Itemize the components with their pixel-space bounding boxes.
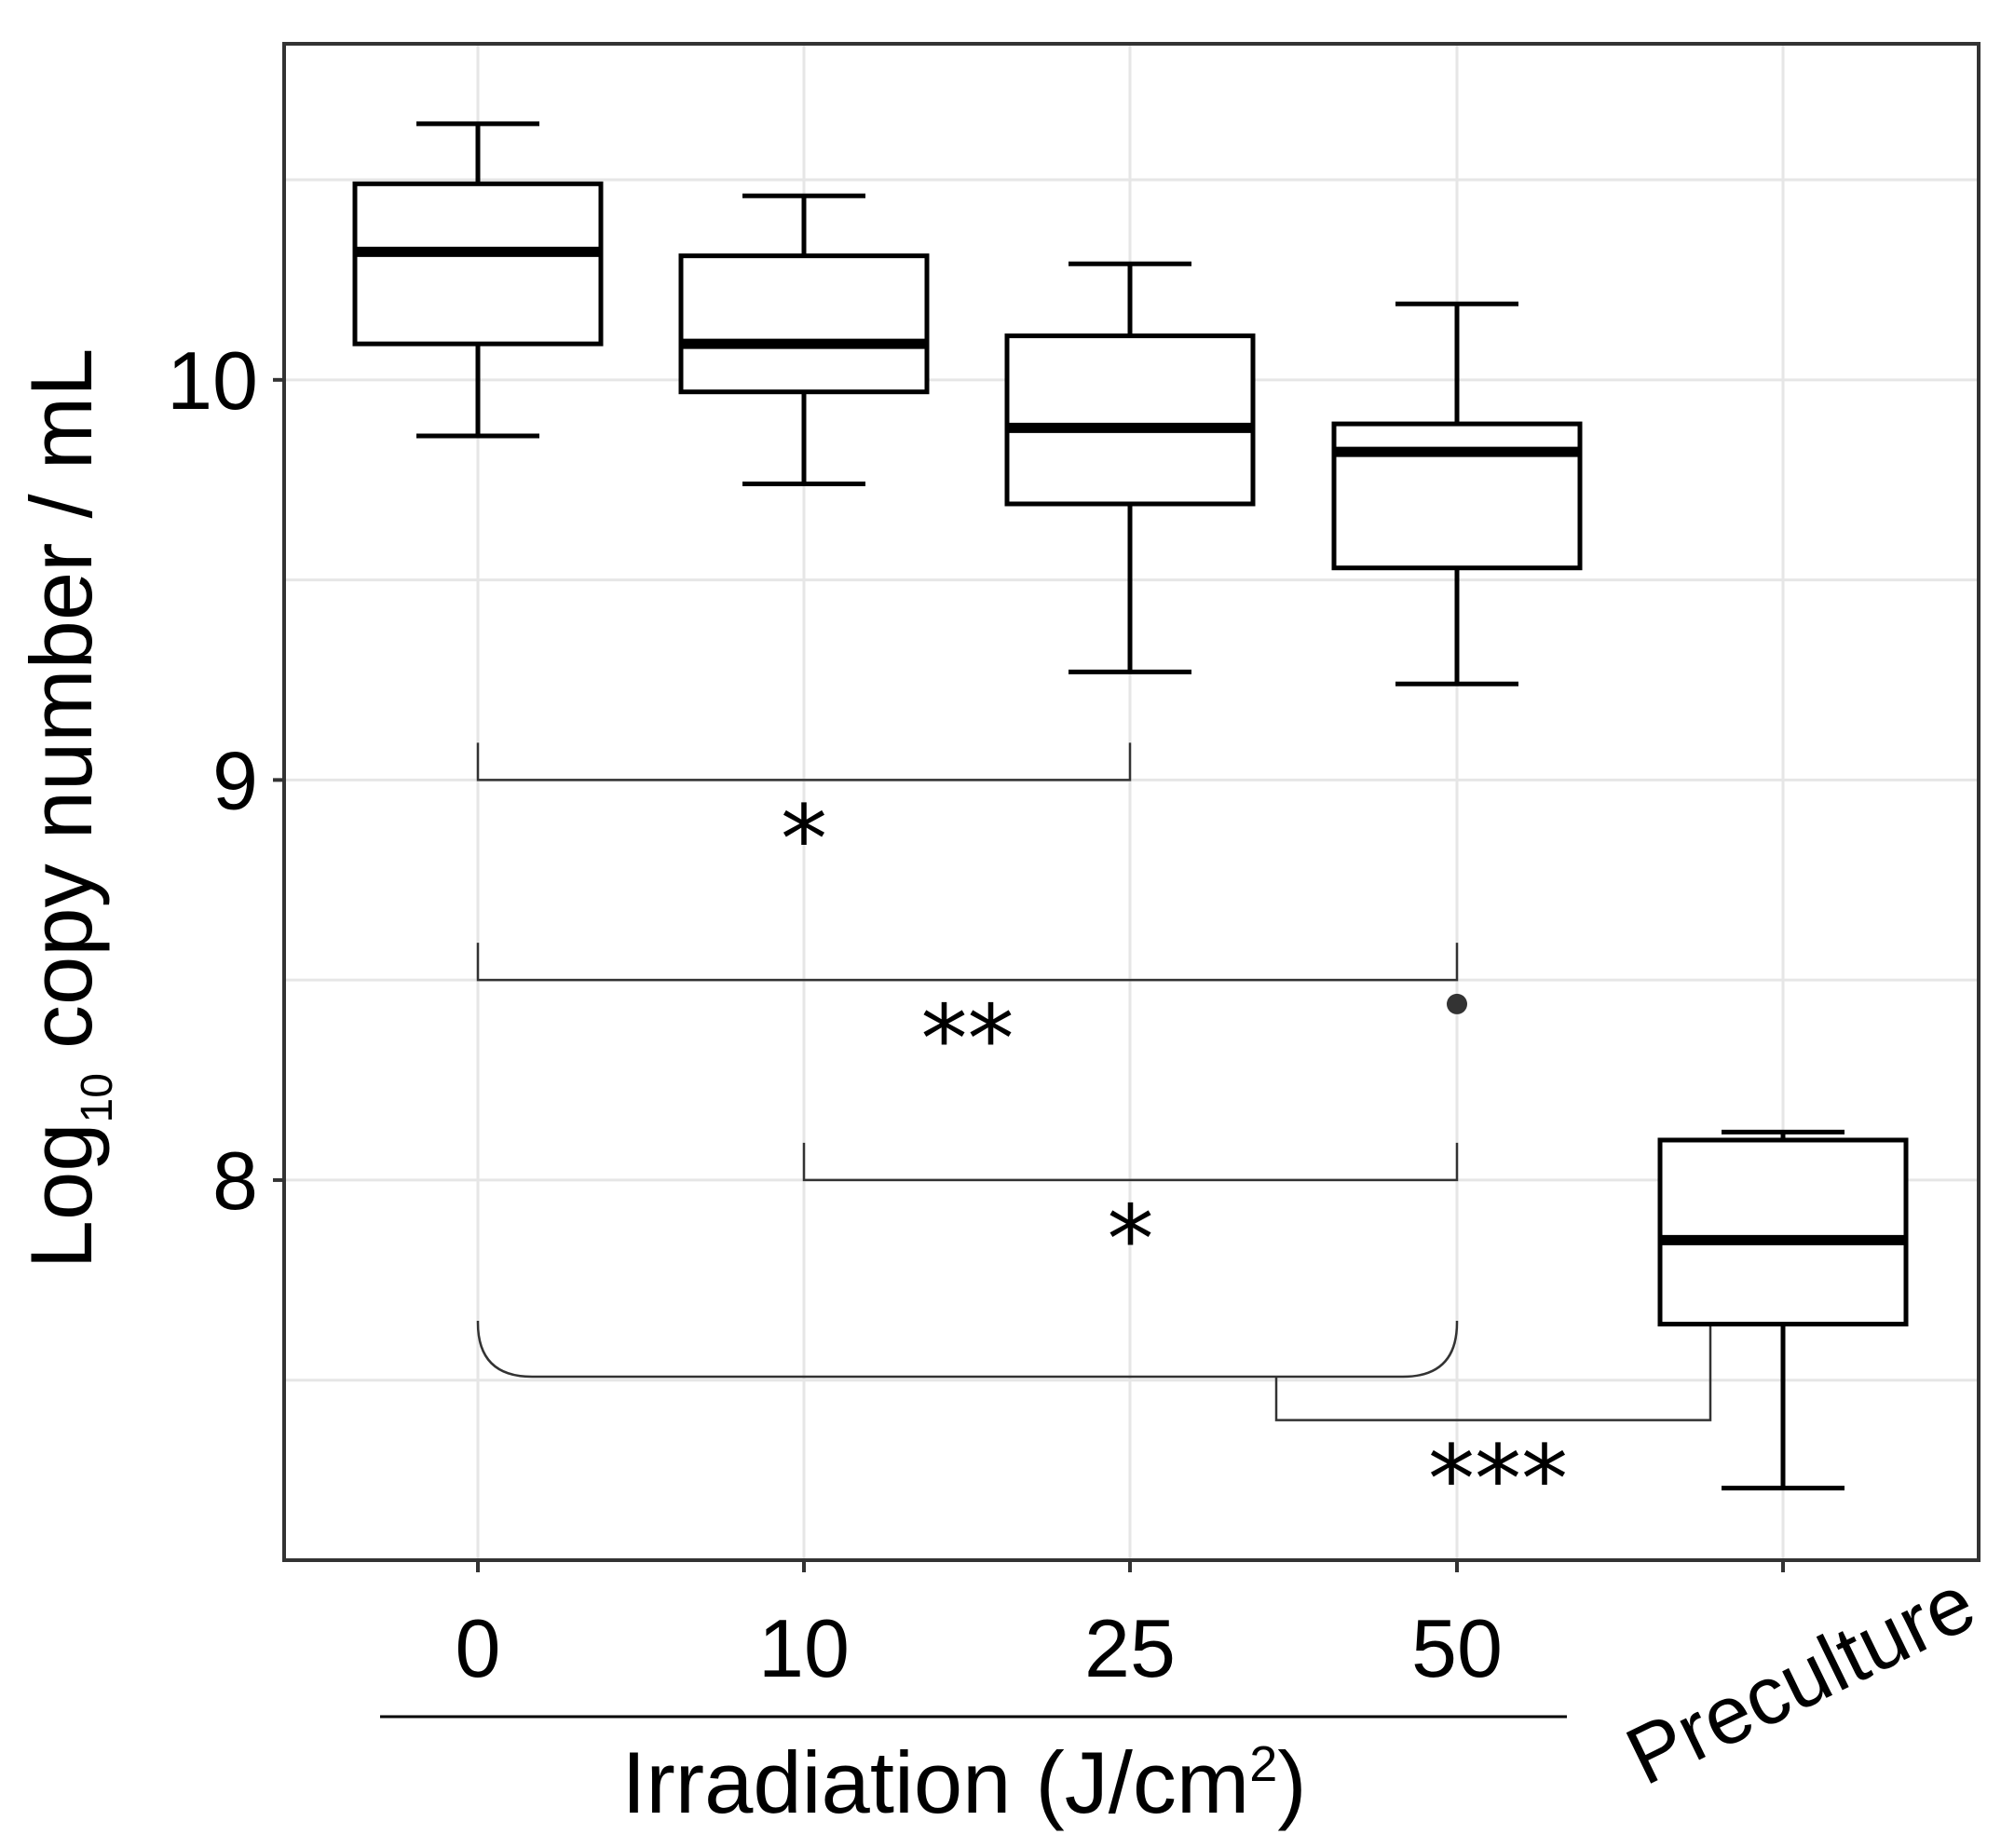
interquartile-box (678, 253, 930, 395)
y-tick-label: 9 (212, 734, 258, 826)
x-tick-label: 10 (758, 1602, 850, 1694)
y-axis-title-rest: copy number / mL (12, 348, 110, 1073)
y-axis-title-subscript: 10 (73, 1073, 122, 1122)
significance-label: *** (1428, 1425, 1568, 1534)
box-0 (352, 121, 604, 439)
y-axis-title: Log10 copy number / mL (12, 348, 122, 1270)
box-preculture (1657, 1129, 1909, 1491)
pooled-group-bracket (476, 1321, 1459, 1379)
box-25 (1004, 261, 1256, 674)
x-axis-title-rest: ) (1277, 1733, 1306, 1831)
significance-bracket (802, 1142, 1459, 1182)
significance-bracket (476, 742, 1132, 781)
significance-label: * (1108, 1185, 1154, 1294)
interquartile-box (1657, 1137, 1909, 1327)
box-50 (1331, 301, 1583, 686)
x-tick-label: Preculture (1613, 1556, 1989, 1802)
y-tick-label: 10 (167, 334, 258, 427)
y-tick-label: 8 (212, 1135, 258, 1227)
box-series (352, 121, 1909, 1491)
x-axis-title-main: Irradiation (J/cm (621, 1733, 1249, 1831)
axes: 8 9 10 0 10 25 50 Preculture (167, 334, 1988, 1802)
significance-label: ** (921, 985, 1014, 1094)
significance-label: * (781, 784, 827, 893)
interquartile-box (1331, 421, 1583, 571)
interquartile-box (352, 181, 604, 346)
significance-brackets: ******* (476, 742, 1712, 1534)
interquartile-box (1004, 333, 1256, 507)
box-10 (678, 193, 930, 487)
y-axis-title-main: Log (12, 1122, 110, 1269)
outlier-point (1447, 993, 1467, 1014)
x-tick-label: 25 (1084, 1602, 1176, 1694)
x-tick-label: 50 (1411, 1602, 1503, 1694)
significance-bracket (1274, 1319, 1712, 1421)
significance-bracket (476, 943, 1459, 982)
x-axis-title-superscript: 2 (1249, 1736, 1277, 1792)
x-axis-title: Irradiation (J/cm2) (621, 1733, 1306, 1831)
x-tick-label: 0 (456, 1602, 501, 1694)
